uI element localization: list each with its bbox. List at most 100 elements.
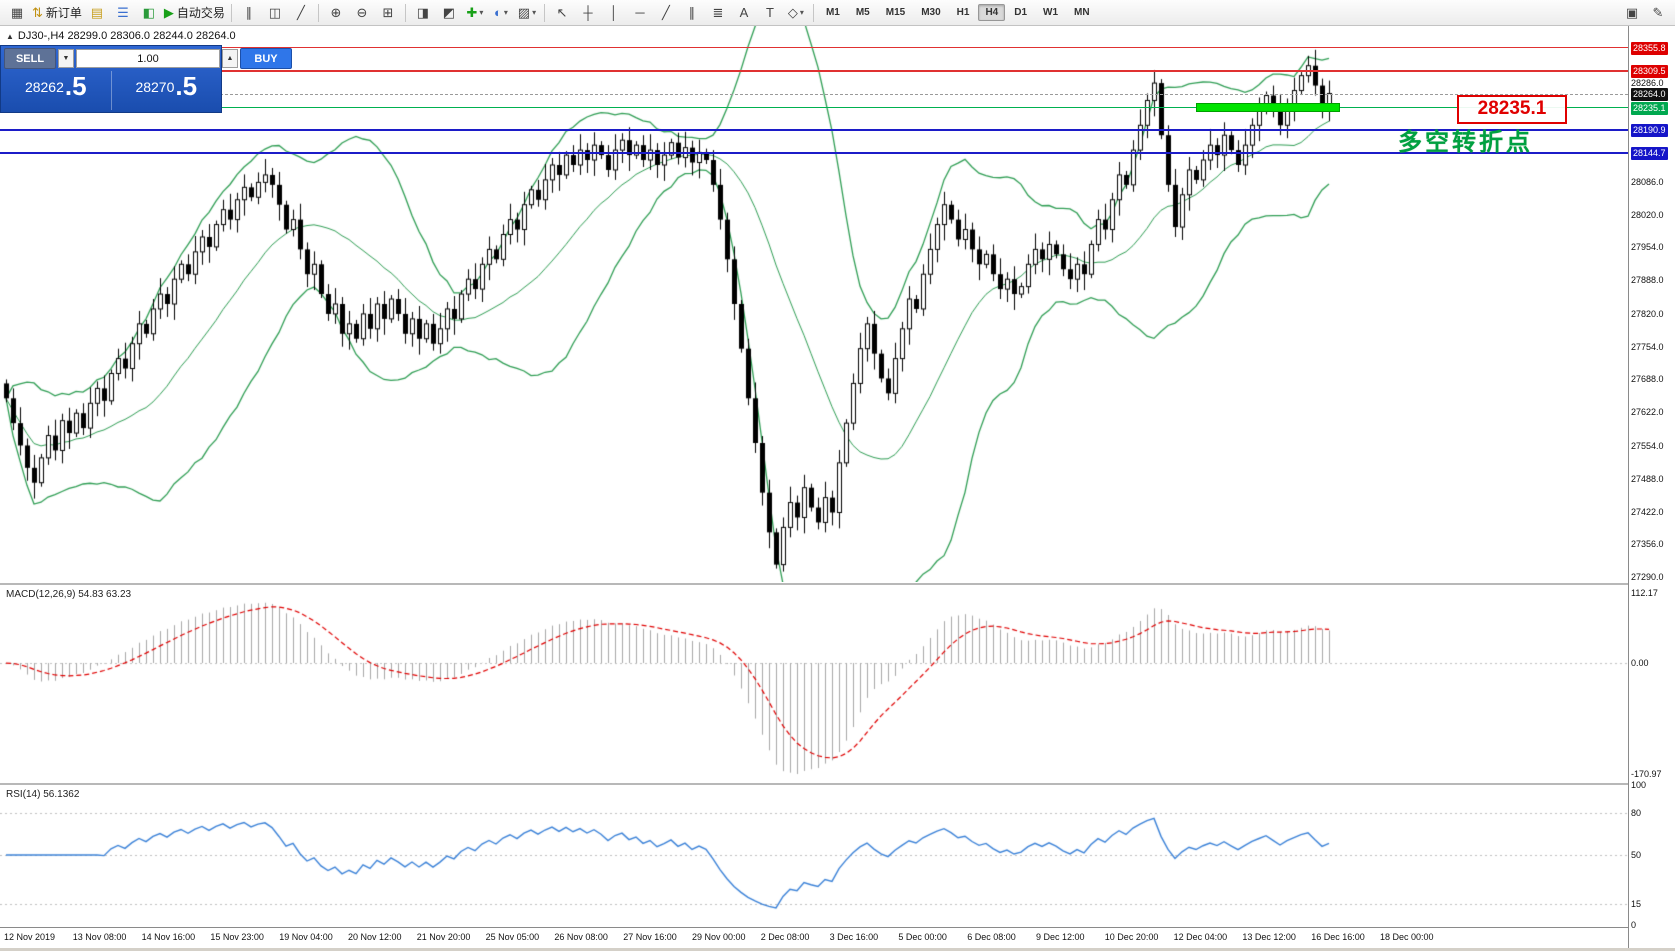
cursor-icon: ↖ [556,5,568,20]
market-watch-icon[interactable]: ☰ [111,2,135,24]
panel-divider[interactable] [0,583,1628,585]
rsi-indicator-label: RSI(14) 56.1362 [6,789,80,800]
price-horizontal-line[interactable] [0,128,1628,131]
auto-scroll-icon[interactable]: ◨ [411,2,435,24]
toolbar-separator [404,3,406,22]
chart-profiles-icon[interactable]: ▤ [85,2,109,24]
volume-decrease-button[interactable]: ▼ [58,49,74,68]
time-axis-label: 13 Nov 08:00 [72,932,127,942]
collapse-triangle-icon[interactable]: ▲ [6,32,14,41]
line-chart-icon[interactable]: ╱ [289,2,313,24]
tf-button-m30[interactable]: M30 [921,7,941,18]
price-horizontal-line[interactable] [0,107,1628,109]
play-icon: ▶ [163,5,174,20]
support-highlight-bar[interactable] [1196,103,1340,113]
rsi-axis-label: 80 [1631,808,1642,818]
indicators-icon[interactable]: ✚ ▾ [463,2,487,24]
time-axis[interactable]: 12 Nov 2019 13 Nov 08:00 14 Nov 16:00 15 No… [0,927,1628,948]
templates-icon: ▨ [517,5,531,20]
tf-button-m1[interactable]: M1 [825,7,840,18]
trendline-icon[interactable]: ╱ [654,2,678,24]
chevron-up-icon: ▲ [226,55,234,62]
equidistant-channel-icon[interactable]: ∥ [680,2,704,24]
rsi-axis-label: 100 [1631,780,1647,790]
sell-price-frac: .5 [64,71,87,101]
zoom-out-icon: ⊖ [356,5,368,20]
chevron-down-icon[interactable]: ▾ [479,8,484,17]
chevron-down-icon[interactable]: ▾ [799,8,804,17]
text-icon[interactable]: A [732,2,756,24]
time-axis-label: 6 Dec 08:00 [967,932,1016,942]
price-axis-label: 27954.0 [1631,242,1664,253]
tf-button-m15[interactable]: M15 [885,7,906,18]
shapes-icon[interactable]: ◇ ▾ [784,2,808,24]
sell-button[interactable]: SELL [4,48,56,69]
vertical-line-icon: │ [609,5,618,20]
crosshair-icon[interactable]: ┼ [576,2,600,24]
cursor-icon[interactable]: ↖ [550,2,574,24]
tf-button-mn[interactable]: MN [1074,7,1090,18]
periods-icon[interactable]: ◐ ▾ [489,2,513,24]
panel-divider[interactable] [0,783,1628,785]
trendline-icon: ╱ [662,5,670,20]
price-axis-badge: 28309.5 [1631,64,1668,78]
candlestick-chart-icon[interactable]: ◫ [263,2,287,24]
price-axis-label: 28020.0 [1631,209,1664,220]
one-click-trade-panel: SELL ▼ ▲ BUY 28262 .5 28270 .5 [0,45,292,113]
main-chart-canvas[interactable] [0,26,1628,582]
sell-price-base: 28262 [24,79,64,95]
tf-button-h4[interactable]: H4 [978,4,1006,21]
candlestick-chart-icon: ◫ [268,5,282,20]
price-horizontal-line[interactable] [0,69,1628,72]
bar-chart-icon[interactable]: ∥ [237,2,261,24]
zoom-out-icon[interactable]: ⊖ [350,2,374,24]
market-watch-icon: ☰ [117,5,129,20]
auto-trading-button[interactable]: ▶ 自动交易 [163,2,226,24]
navigator-icon: ◧ [142,5,156,20]
price-axis-label: 27688.0 [1631,374,1664,385]
time-axis-label: 16 Dec 16:00 [1311,932,1365,942]
rsi-panel-canvas[interactable] [0,785,1628,925]
new-order-button[interactable]: ⇅ 新订单 [31,2,83,24]
tf-button-h1[interactable]: H1 [956,7,970,18]
new-window-icon[interactable]: ▣ [1620,2,1644,24]
price-callout[interactable]: 28235.1 [1457,94,1567,124]
buy-price-base: 28270 [135,79,175,95]
tile-windows-icon[interactable]: ⊞ [376,2,400,24]
text-label-icon[interactable]: T [758,2,782,24]
volume-input[interactable] [76,49,220,68]
price-axis-label: 27622.0 [1631,407,1664,418]
buy-button[interactable]: BUY [240,48,292,69]
macd-indicator-label: MACD(12,26,9) 54.83 63.23 [6,589,132,600]
sell-price[interactable]: 28262 .5 [1,71,111,110]
trade-panel-divider [110,71,112,110]
toolbar: ▦ ⇅ 新订单 ▤ ☰ ◧ ▶ 自动交易 ∥ ◫ ╱ ⊕ ⊖ ⊞ ◨ ◩ ✚ ▾ ◐ ▾ ▨ ▾ ↖ ┼ │ ─ ╱ ∥ ≣ A T ◇ ▾ M… [0,0,1675,26]
price-axis-label: 27356.0 [1631,539,1664,550]
chart-shift-icon[interactable]: ◩ [437,2,461,24]
navigator-icon[interactable]: ◧ [137,2,161,24]
macd-axis-label: -170.97 [1631,769,1662,779]
tf-button-w1[interactable]: W1 [1043,7,1059,18]
buy-price[interactable]: 28270 .5 [112,71,222,110]
tf-button-d1[interactable]: D1 [1014,7,1028,18]
volume-increase-button[interactable]: ▲ [222,49,238,68]
zoom-in-icon[interactable]: ⊕ [324,2,348,24]
tf-button-m5[interactable]: M5 [855,7,870,18]
edit-icon[interactable]: ✎ [1646,2,1670,24]
fibonacci-icon[interactable]: ≣ [706,2,730,24]
macd-panel-canvas[interactable] [0,585,1628,782]
price-axis-badge: 28355.8 [1631,41,1668,55]
price-horizontal-line[interactable] [0,47,1628,49]
vertical-line-icon[interactable]: │ [602,2,626,24]
templates-icon[interactable]: ▨ ▾ [515,2,539,24]
price-horizontal-line[interactable] [0,151,1628,154]
toolbar-separator [812,3,814,22]
chevron-down-icon[interactable]: ▾ [503,8,508,17]
new-chart-icon[interactable]: ▦ [5,2,29,24]
horizontal-line-icon[interactable]: ─ [628,2,652,24]
price-axis[interactable]: 28286.0 28086.0 28020.0 27954.0 27888.0 27820… [1628,26,1675,948]
turning-point-label[interactable]: 多空转折点 [1398,128,1533,156]
chevron-down-icon[interactable]: ▾ [532,8,537,17]
horizontal-line-icon: ─ [635,5,645,20]
time-axis-label: 14 Nov 16:00 [141,932,196,942]
